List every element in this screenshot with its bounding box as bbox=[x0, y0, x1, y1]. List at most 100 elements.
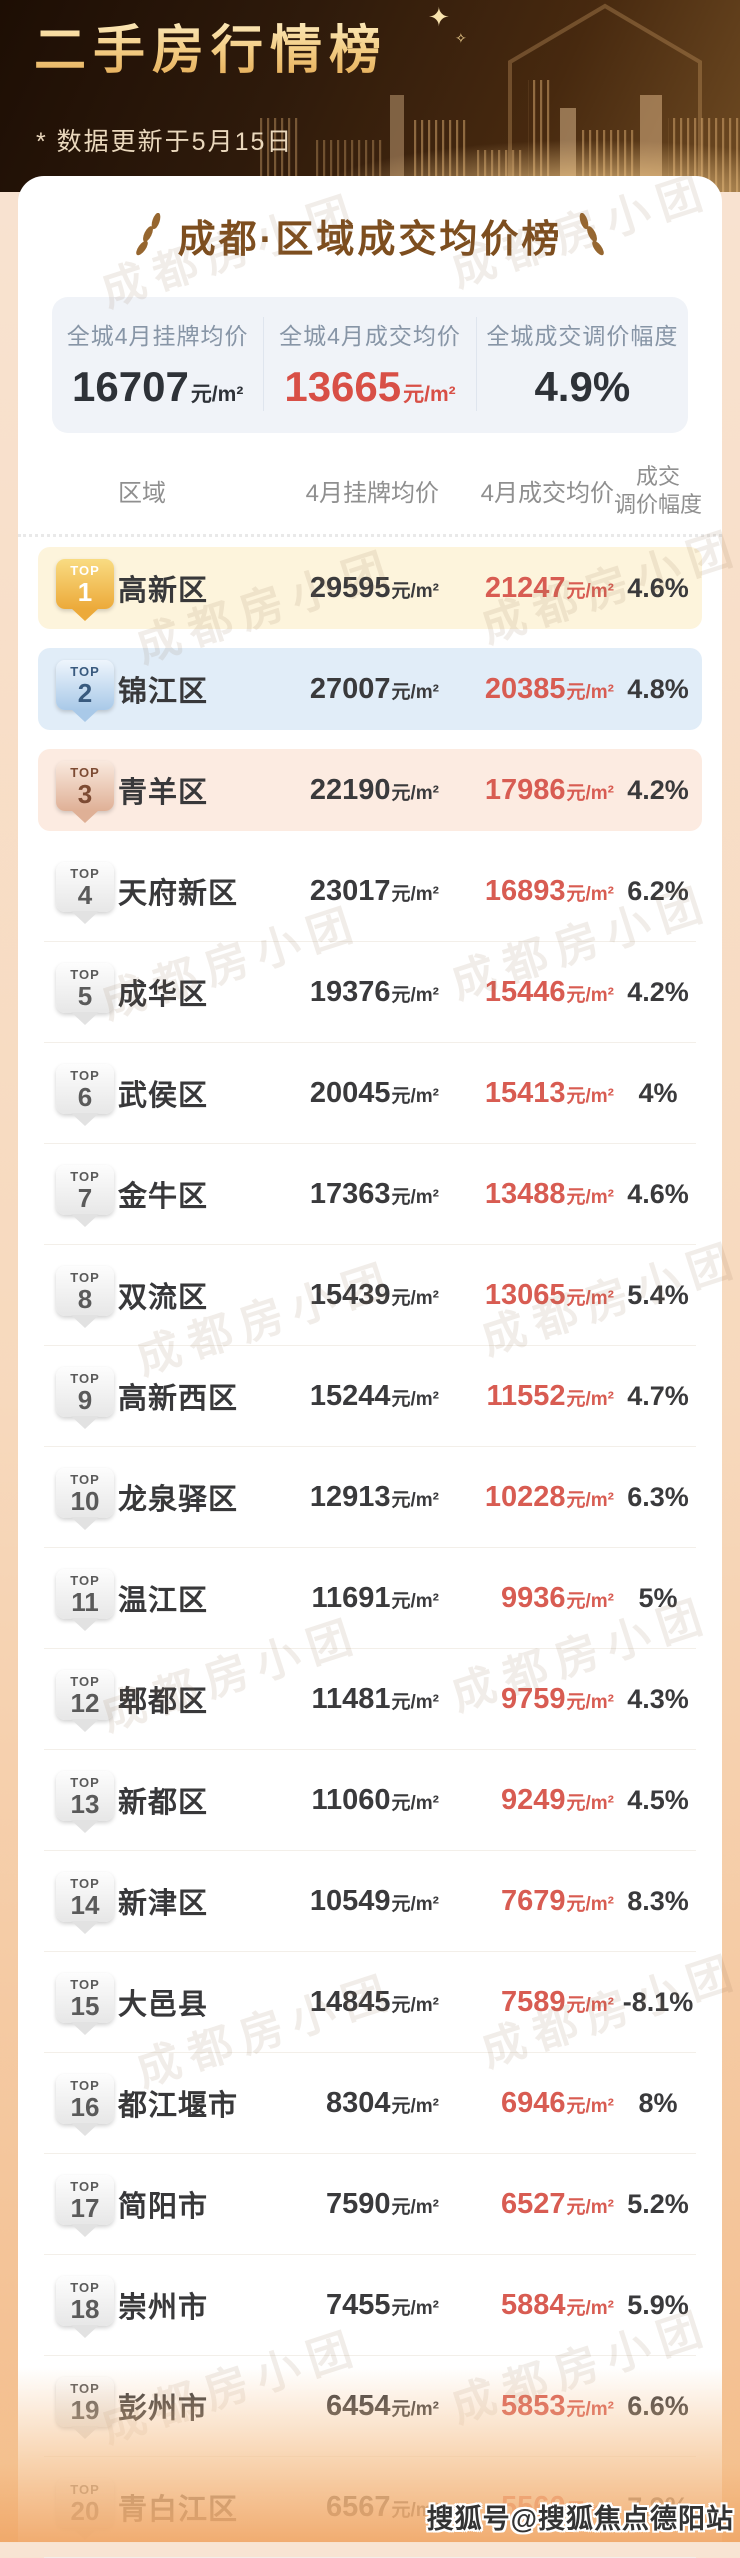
adjust-rate: 4% bbox=[638, 1077, 678, 1108]
rank-badge-top-label: TOP bbox=[70, 2178, 100, 2194]
adjust-rate: 8% bbox=[638, 2087, 678, 2118]
rank-badge-col: TOP 18 bbox=[56, 2276, 118, 2326]
rank-badge: TOP 13 bbox=[56, 1771, 114, 1821]
rank-number: 20 bbox=[70, 2495, 100, 2526]
region-name: 大邑县 bbox=[118, 1989, 209, 2021]
rank-badge-col: TOP 13 bbox=[56, 1771, 118, 1821]
region-name: 锦江区 bbox=[118, 676, 209, 708]
listing-price: 23017元/m² bbox=[309, 874, 439, 907]
rank-badge: TOP 15 bbox=[56, 1973, 114, 2023]
rank-number: 16 bbox=[70, 2091, 100, 2122]
rank-badge-top-label: TOP bbox=[70, 2279, 100, 2295]
listing-price: 14845元/m² bbox=[309, 1985, 439, 2018]
rank-badge-col: TOP 15 bbox=[56, 1973, 118, 2023]
rank-badge-col: TOP 20 bbox=[56, 2478, 118, 2528]
deal-price: 15413元/m² bbox=[484, 1076, 614, 1109]
deal-price: 9936元/m² bbox=[500, 1581, 614, 1614]
header-adjust: 成交 调价幅度 bbox=[614, 464, 703, 517]
deal-price: 5884元/m² bbox=[500, 2288, 614, 2321]
page-header: 二手房行情榜 ✦ ✧ * 数据更新于5月15日 bbox=[0, 0, 740, 192]
rank-number: 2 bbox=[77, 677, 93, 708]
rank-badge-col: TOP 17 bbox=[56, 2175, 118, 2225]
table-row: TOP 1 高新区 29595元/m² 21247元/m² 4.6% bbox=[38, 547, 702, 629]
table-row: TOP 3 青羊区 22190元/m² 17986元/m² 4.2% bbox=[38, 749, 702, 831]
dotted-separator bbox=[18, 534, 722, 537]
deal-price: 13065元/m² bbox=[484, 1278, 614, 1311]
region-name: 新津区 bbox=[118, 1888, 209, 1920]
rank-badge: TOP 11 bbox=[56, 1569, 114, 1619]
rank-badge-col: TOP 1 bbox=[56, 559, 118, 609]
adjust-rate: 5.2% bbox=[627, 2188, 689, 2219]
table-row: TOP 12 郫都区 11481元/m² 9759元/m² 4.3% bbox=[38, 1658, 702, 1750]
rank-badge-top-label: TOP bbox=[70, 1572, 100, 1588]
citywide-summary: 全城4月挂牌均价 16707元/m² 全城4月成交均价 13665元/m² 全城… bbox=[52, 297, 688, 433]
rank-badge: TOP 19 bbox=[56, 2377, 114, 2427]
listing-price: 7455元/m² bbox=[325, 2288, 439, 2321]
rank-number: 9 bbox=[77, 1384, 93, 1415]
rank-badge-col: TOP 6 bbox=[56, 1064, 118, 1114]
rank-badge: TOP 12 bbox=[56, 1670, 114, 1720]
listing-price: 10549元/m² bbox=[309, 1884, 439, 1917]
rank-badge: TOP 18 bbox=[56, 2276, 114, 2326]
table-row: TOP 10 龙泉驿区 12913元/m² 10228元/m² 6.3% bbox=[38, 1456, 702, 1548]
rank-number: 8 bbox=[77, 1283, 93, 1314]
rank-number: 1 bbox=[77, 576, 93, 607]
table-rows: TOP 1 高新区 29595元/m² 21247元/m² 4.6% TOP 2… bbox=[38, 547, 702, 2558]
rank-badge-top-label: TOP bbox=[70, 865, 100, 881]
rank-badge-top-label: TOP bbox=[70, 966, 100, 982]
rank-badge-col: TOP 4 bbox=[56, 862, 118, 912]
region-name: 都江堰市 bbox=[118, 2090, 239, 2122]
listing-price: 11060元/m² bbox=[311, 1783, 439, 1816]
adjust-rate: 5% bbox=[638, 1582, 678, 1613]
rank-badge-col: TOP 5 bbox=[56, 963, 118, 1013]
rank-badge: TOP 10 bbox=[56, 1468, 114, 1518]
rank-badge: TOP 6 bbox=[56, 1064, 114, 1114]
rank-badge-col: TOP 3 bbox=[56, 761, 118, 811]
adjust-rate: -8.1% bbox=[622, 1986, 694, 2017]
deal-price: 13488元/m² bbox=[484, 1177, 614, 1210]
deal-price: 17986元/m² bbox=[484, 773, 614, 806]
rank-number: 13 bbox=[70, 1788, 100, 1819]
deal-price: 21247元/m² bbox=[484, 571, 614, 604]
listing-price: 22190元/m² bbox=[309, 773, 439, 806]
rank-number: 12 bbox=[70, 1687, 100, 1718]
deal-price: 9759元/m² bbox=[500, 1682, 614, 1715]
rank-badge-col: TOP 19 bbox=[56, 2377, 118, 2427]
rank-number: 7 bbox=[77, 1182, 93, 1213]
table-row: TOP 19 彭州市 6454元/m² 5853元/m² 6.6% bbox=[38, 2365, 702, 2457]
adjust-rate: 4.8% bbox=[627, 673, 689, 704]
stat-label: 全城4月挂牌均价 bbox=[66, 323, 249, 349]
stat-deal-avg: 全城4月成交均价 13665元/m² bbox=[263, 317, 475, 411]
header-listing: 4月挂牌均价 bbox=[305, 480, 439, 507]
deal-price: 9249元/m² bbox=[500, 1783, 614, 1816]
table-row: TOP 17 简阳市 7590元/m² 6527元/m² 5.2% bbox=[38, 2163, 702, 2255]
region-name: 青白江区 bbox=[118, 2494, 239, 2526]
deal-price: 16893元/m² bbox=[484, 874, 614, 907]
adjust-rate: 4.2% bbox=[627, 976, 689, 1007]
listing-price: 6454元/m² bbox=[325, 2389, 439, 2422]
stat-label: 全城4月成交均价 bbox=[279, 323, 461, 349]
adjust-rate: 5.4% bbox=[627, 1279, 689, 1310]
card-title-row: 成都·区域成交均价榜 bbox=[38, 208, 702, 263]
adjust-rate: 8.3% bbox=[627, 1885, 689, 1916]
rank-badge-top-label: TOP bbox=[70, 1673, 100, 1689]
region-name: 金牛区 bbox=[118, 1181, 209, 1213]
rank-number: 18 bbox=[70, 2293, 100, 2324]
deal-price: 6946元/m² bbox=[500, 2086, 614, 2119]
deal-price: 7679元/m² bbox=[500, 1884, 614, 1917]
adjust-rate: 4.3% bbox=[627, 1683, 689, 1714]
rank-badge-top-label: TOP bbox=[70, 1370, 100, 1386]
table-header: 区域 4月挂牌均价 4月成交均价 成交 调价幅度 bbox=[38, 463, 702, 518]
region-name: 简阳市 bbox=[118, 2191, 209, 2223]
rank-badge-top-label: TOP bbox=[70, 1774, 100, 1790]
rank-badge: TOP 20 bbox=[56, 2478, 114, 2528]
header-deal: 4月成交均价 bbox=[480, 480, 614, 507]
deal-price: 5853元/m² bbox=[500, 2389, 614, 2422]
rank-badge: TOP 17 bbox=[56, 2175, 114, 2225]
listing-price: 17363元/m² bbox=[309, 1177, 439, 1210]
table-row: TOP 7 金牛区 17363元/m² 13488元/m² 4.6% bbox=[38, 1153, 702, 1245]
table-row: TOP 18 崇州市 7455元/m² 5884元/m² 5.9% bbox=[38, 2264, 702, 2356]
rank-number: 5 bbox=[77, 980, 93, 1011]
region-name: 成华区 bbox=[118, 979, 209, 1011]
region-name: 武侯区 bbox=[118, 1080, 209, 1112]
